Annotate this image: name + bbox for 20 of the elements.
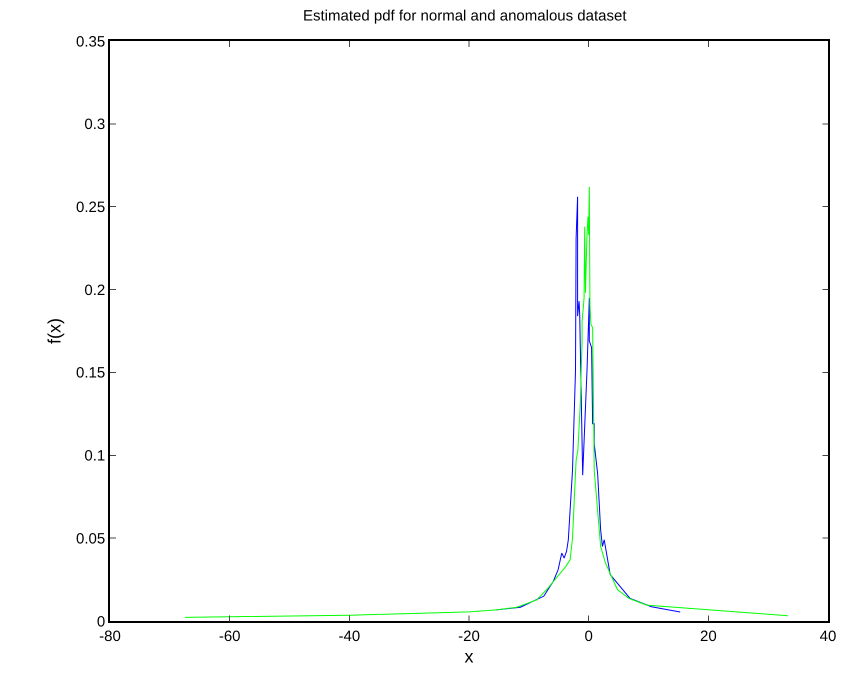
y-tick-label: 0.25: [76, 198, 106, 216]
x-tick-label: -60: [218, 628, 241, 645]
chart-title: Estimated pdf for normal and anomalous dataset: [302, 8, 628, 25]
x-tick-label: -40: [338, 628, 360, 645]
x-tick-label: 0: [584, 628, 593, 645]
y-tick-label: 0.35: [76, 33, 106, 50]
x-tick-label: 20: [700, 628, 717, 645]
line-series: [494, 196, 681, 613]
x-tick-label: -20: [458, 628, 480, 645]
x-tick-label: -80: [99, 628, 121, 645]
y-tick-label: 0.15: [76, 364, 106, 382]
x-axis-title: x: [464, 646, 474, 666]
line-series: [184, 186, 788, 618]
y-tick-label: 0.05: [76, 530, 106, 548]
y-tick-label: 0.2: [84, 282, 106, 299]
y-tick-label: 0: [96, 613, 106, 630]
y-tick-label: 0.3: [84, 116, 106, 134]
y-tick-label: 0.1: [84, 448, 106, 465]
x-tick-label: 40: [820, 628, 836, 645]
y-axis-title: f(x): [44, 318, 65, 344]
